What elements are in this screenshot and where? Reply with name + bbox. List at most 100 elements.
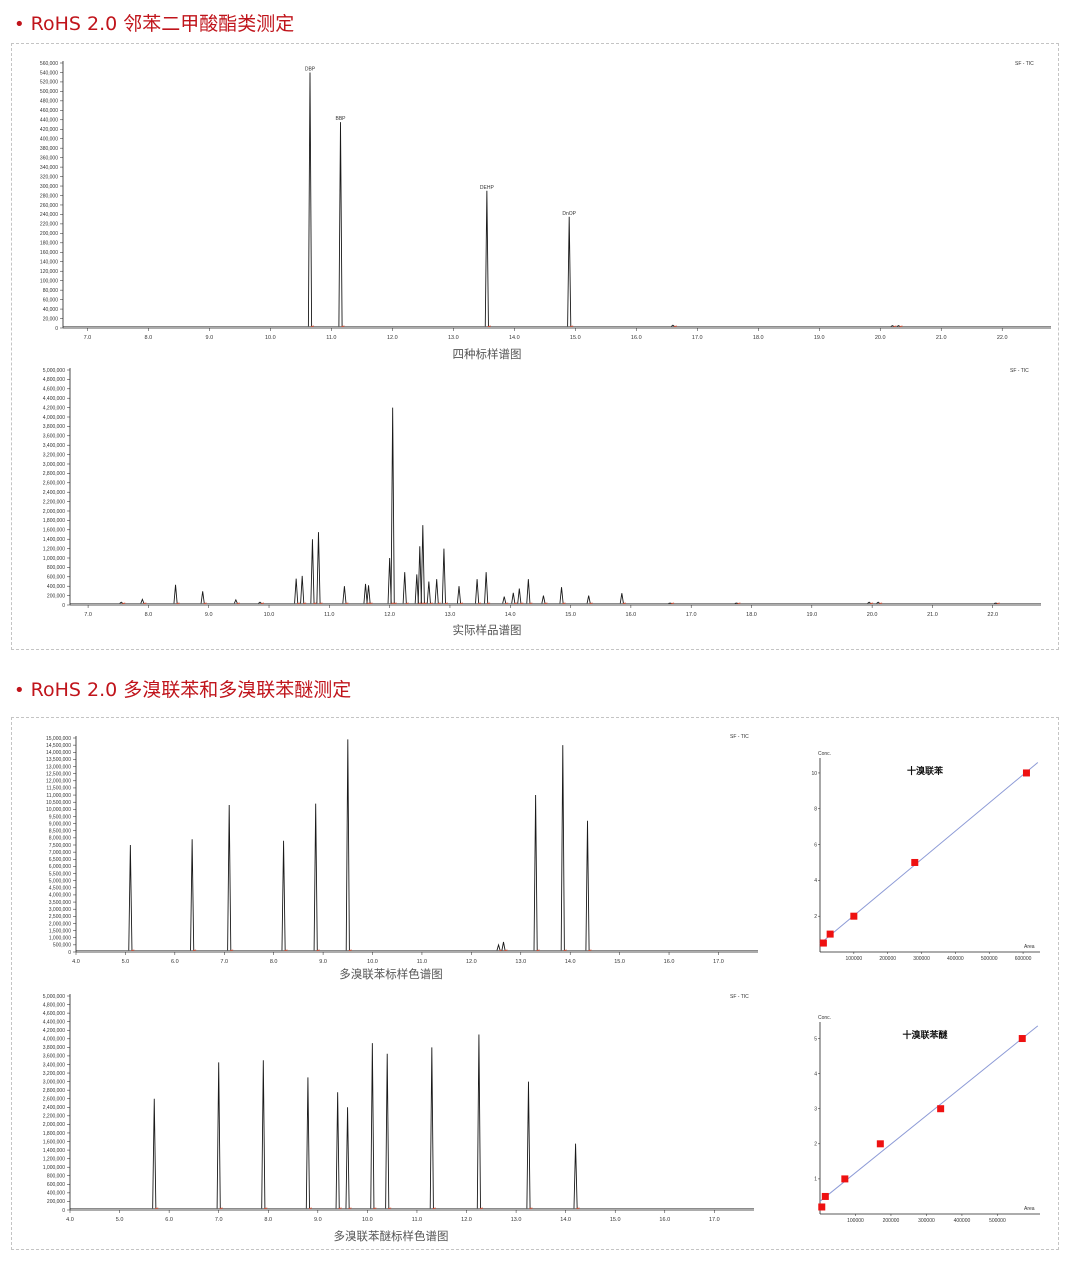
x-tick-label: 5.0 <box>116 1217 124 1223</box>
y-tick-label: 15,000,000 <box>46 736 71 742</box>
chart-real: 0 200,000 400,000 600,000 800,000 1,000,000 1,… <box>43 368 1041 618</box>
x-tick-label: 19.0 <box>814 335 825 341</box>
cal-y-tick-label: 1 <box>814 1177 817 1183</box>
cal-x-tick-label: 500000 <box>981 956 998 962</box>
peak <box>434 579 439 604</box>
x-tick-label: 13.0 <box>448 335 459 341</box>
peak-integration-mark <box>155 1207 159 1209</box>
cal-point <box>850 912 858 920</box>
y-tick-label: 14,000,000 <box>46 750 71 756</box>
cal-y-tick-label: 5 <box>814 1036 817 1042</box>
y-tick-label: 4,600,000 <box>43 387 65 393</box>
y-tick-label: 4,800,000 <box>43 377 65 383</box>
x-tick-label: 7.0 <box>84 335 92 341</box>
y-tick-label: 1,000,000 <box>49 936 71 942</box>
peak-integration-mark <box>313 602 317 604</box>
peak-integration-mark <box>529 602 533 604</box>
y-tick-label: 460,000 <box>40 108 58 114</box>
x-tick-label: 14.0 <box>560 1217 571 1223</box>
peak-integration-mark <box>303 602 307 604</box>
y-tick-label: 1,800,000 <box>43 1131 65 1137</box>
peak <box>541 595 546 604</box>
peak <box>387 557 392 604</box>
y-tick-label: 0 <box>68 950 71 956</box>
y-tick-label: 1,600,000 <box>43 528 65 534</box>
y-tick-label: 100,000 <box>40 278 58 284</box>
y-tick-label: 9,000,000 <box>49 821 71 827</box>
cal-x-tick-label: 100000 <box>846 956 863 962</box>
legend-label: SF - TIC <box>730 734 749 740</box>
legend-label: SF - TIC <box>730 994 749 1000</box>
chart-cal2: Conc. Area 十溴联苯醚 1 2 3 4 5 100000 200000 300000 400… <box>814 1015 1040 1224</box>
peak <box>216 1062 221 1209</box>
peak <box>476 1034 481 1209</box>
peak <box>345 1107 350 1209</box>
cal-point <box>818 1203 826 1211</box>
x-tick-label: 11.0 <box>417 959 427 965</box>
y-tick-label: 3,800,000 <box>43 424 65 430</box>
x-tick-label: 11.0 <box>326 335 336 341</box>
peak-integration-mark <box>369 602 373 604</box>
y-tick-label: 800,000 <box>47 565 65 571</box>
y-tick-label: 3,600,000 <box>43 434 65 440</box>
peak <box>517 588 522 604</box>
y-tick-label: 12,000,000 <box>46 779 71 785</box>
y-tick-label: 11,500,000 <box>46 786 71 792</box>
peak <box>258 601 262 604</box>
peak-integration-mark <box>260 602 265 604</box>
x-tick-label: 5.0 <box>122 959 130 965</box>
y-tick-label: 2,200,000 <box>43 1114 65 1120</box>
peak-integration-mark <box>143 602 147 604</box>
peak-integration-mark <box>176 602 180 604</box>
peak-integration-mark <box>348 1207 352 1209</box>
legend-label: SF - TIC <box>1010 368 1029 374</box>
peak <box>370 1043 375 1209</box>
peak-integration-mark <box>423 602 427 604</box>
peak-label: DEHP <box>480 185 495 191</box>
x-tick-label: 4.0 <box>66 1217 74 1223</box>
y-tick-label: 4,200,000 <box>43 405 65 411</box>
y-tick-label: 200,000 <box>47 593 65 599</box>
peak-integration-mark <box>622 602 626 604</box>
peak <box>390 407 395 604</box>
y-tick-label: 300,000 <box>40 184 58 190</box>
x-tick-label: 18.0 <box>753 335 764 341</box>
peak <box>227 805 232 951</box>
peak-integration-mark <box>563 949 567 951</box>
peak <box>867 601 872 604</box>
peak-integration-mark <box>444 602 448 604</box>
x-tick-label: 4.0 <box>72 959 80 965</box>
peak <box>526 579 531 604</box>
peak <box>484 190 489 327</box>
y-tick-label: 180,000 <box>40 241 58 247</box>
y-tick-label: 4,600,000 <box>43 1011 65 1017</box>
peak <box>152 1098 157 1209</box>
peak <box>173 584 178 604</box>
cal-x-tick-label: 200000 <box>879 956 896 962</box>
peak <box>560 745 565 951</box>
y-tick-label: 20,000 <box>43 316 59 322</box>
peak-integration-mark <box>588 949 592 951</box>
y-tick-label: 1,000,000 <box>43 556 65 562</box>
y-tick-label: 500,000 <box>53 943 71 949</box>
y-tick-label: 4,000,000 <box>43 415 65 421</box>
cal-point <box>911 858 919 866</box>
y-tick-label: 4,400,000 <box>43 1019 65 1025</box>
peak <box>294 578 299 604</box>
x-tick-label: 22.0 <box>987 612 998 618</box>
x-tick-label: 12.0 <box>384 612 395 618</box>
peak <box>441 548 446 604</box>
y-tick-label: 1,800,000 <box>43 518 65 524</box>
peak <box>366 585 371 604</box>
peak-integration-mark <box>673 325 677 327</box>
peak-label: DBP <box>305 66 316 72</box>
y-tick-label: 3,400,000 <box>43 1062 65 1068</box>
peak-integration-mark <box>193 949 197 951</box>
peak-integration-mark <box>870 602 874 604</box>
cal-x-tick-label: 200000 <box>883 1218 900 1224</box>
y-tick-label: 6,000,000 <box>49 864 71 870</box>
peak <box>426 581 431 604</box>
cal-y-tick-label: 4 <box>814 1071 817 1077</box>
x-tick-label: 8.0 <box>264 1217 272 1223</box>
y-tick-label: 320,000 <box>40 174 58 180</box>
